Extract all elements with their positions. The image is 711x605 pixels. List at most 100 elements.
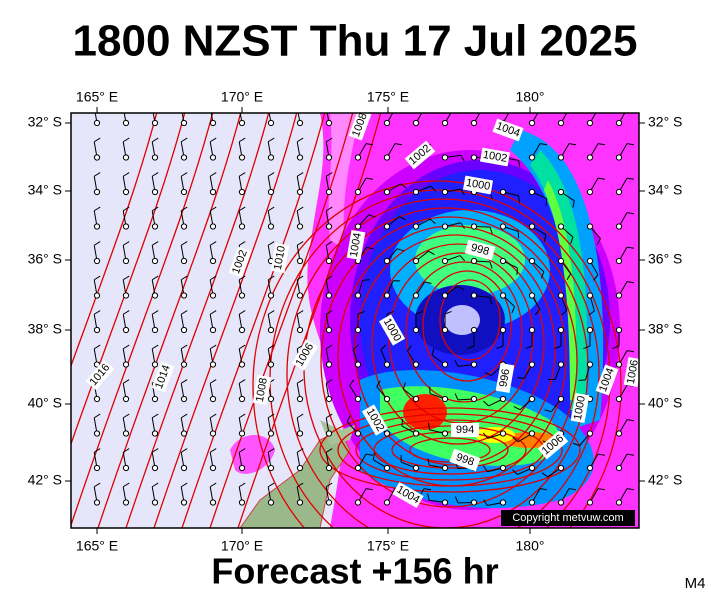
station bbox=[384, 120, 389, 125]
station bbox=[558, 224, 563, 229]
station bbox=[500, 431, 505, 436]
station bbox=[152, 224, 157, 229]
station bbox=[326, 155, 331, 160]
station bbox=[413, 362, 418, 367]
station bbox=[94, 293, 99, 298]
station bbox=[442, 431, 447, 436]
station bbox=[529, 189, 534, 194]
station bbox=[587, 327, 592, 332]
station bbox=[181, 258, 186, 263]
station bbox=[355, 362, 360, 367]
station bbox=[500, 396, 505, 401]
station bbox=[529, 500, 534, 505]
station bbox=[94, 189, 99, 194]
station bbox=[152, 155, 157, 160]
station bbox=[587, 465, 592, 470]
barb-flag bbox=[181, 104, 187, 108]
station bbox=[181, 327, 186, 332]
station bbox=[413, 431, 418, 436]
barb-flag bbox=[210, 104, 216, 108]
station bbox=[181, 224, 186, 229]
station bbox=[326, 396, 331, 401]
station bbox=[268, 431, 273, 436]
station bbox=[152, 362, 157, 367]
station bbox=[471, 258, 476, 263]
station bbox=[355, 431, 360, 436]
station bbox=[94, 258, 99, 263]
station bbox=[123, 500, 128, 505]
station bbox=[123, 362, 128, 367]
station bbox=[297, 465, 302, 470]
station bbox=[587, 258, 592, 263]
station bbox=[442, 362, 447, 367]
station bbox=[123, 396, 128, 401]
station bbox=[587, 500, 592, 505]
station bbox=[529, 293, 534, 298]
station bbox=[616, 431, 621, 436]
lon-label: 165° E bbox=[76, 89, 118, 105]
station bbox=[529, 120, 534, 125]
barb-flag bbox=[569, 109, 576, 110]
barb-flag bbox=[366, 109, 373, 110]
station bbox=[558, 465, 563, 470]
station bbox=[558, 120, 563, 125]
station bbox=[152, 465, 157, 470]
station bbox=[471, 396, 476, 401]
station bbox=[355, 327, 360, 332]
station bbox=[268, 189, 273, 194]
station bbox=[239, 396, 244, 401]
station bbox=[210, 189, 215, 194]
station bbox=[413, 258, 418, 263]
station bbox=[587, 120, 592, 125]
station bbox=[326, 431, 331, 436]
station bbox=[239, 224, 244, 229]
station bbox=[210, 362, 215, 367]
station bbox=[297, 258, 302, 263]
station bbox=[616, 465, 621, 470]
station bbox=[442, 258, 447, 263]
station bbox=[210, 396, 215, 401]
station bbox=[616, 396, 621, 401]
station bbox=[558, 327, 563, 332]
station bbox=[616, 293, 621, 298]
lat-label: 34° S bbox=[648, 182, 682, 198]
lon-label: 165° E bbox=[76, 538, 118, 554]
station bbox=[181, 396, 186, 401]
lat-label: 32° S bbox=[648, 114, 682, 130]
lat-label: 36° S bbox=[648, 251, 682, 267]
barb-flag bbox=[627, 109, 634, 110]
station bbox=[384, 293, 389, 298]
lat-label: 42° S bbox=[28, 472, 62, 488]
station bbox=[587, 155, 592, 160]
station bbox=[471, 224, 476, 229]
station bbox=[94, 327, 99, 332]
station bbox=[239, 327, 244, 332]
station bbox=[181, 120, 186, 125]
station bbox=[268, 224, 273, 229]
station bbox=[413, 327, 418, 332]
station bbox=[587, 293, 592, 298]
station bbox=[181, 362, 186, 367]
station bbox=[123, 258, 128, 263]
station bbox=[355, 500, 360, 505]
station bbox=[384, 465, 389, 470]
station bbox=[123, 465, 128, 470]
station bbox=[442, 396, 447, 401]
station bbox=[413, 224, 418, 229]
copyright: Copyright metvuw.com bbox=[512, 512, 623, 524]
station bbox=[616, 327, 621, 332]
station bbox=[210, 120, 215, 125]
station bbox=[529, 258, 534, 263]
station bbox=[326, 465, 331, 470]
station bbox=[442, 155, 447, 160]
station bbox=[616, 224, 621, 229]
station bbox=[181, 155, 186, 160]
station bbox=[297, 120, 302, 125]
lon-label: 180° bbox=[516, 89, 545, 105]
station bbox=[152, 293, 157, 298]
station bbox=[326, 224, 331, 229]
station bbox=[123, 189, 128, 194]
station bbox=[268, 500, 273, 505]
